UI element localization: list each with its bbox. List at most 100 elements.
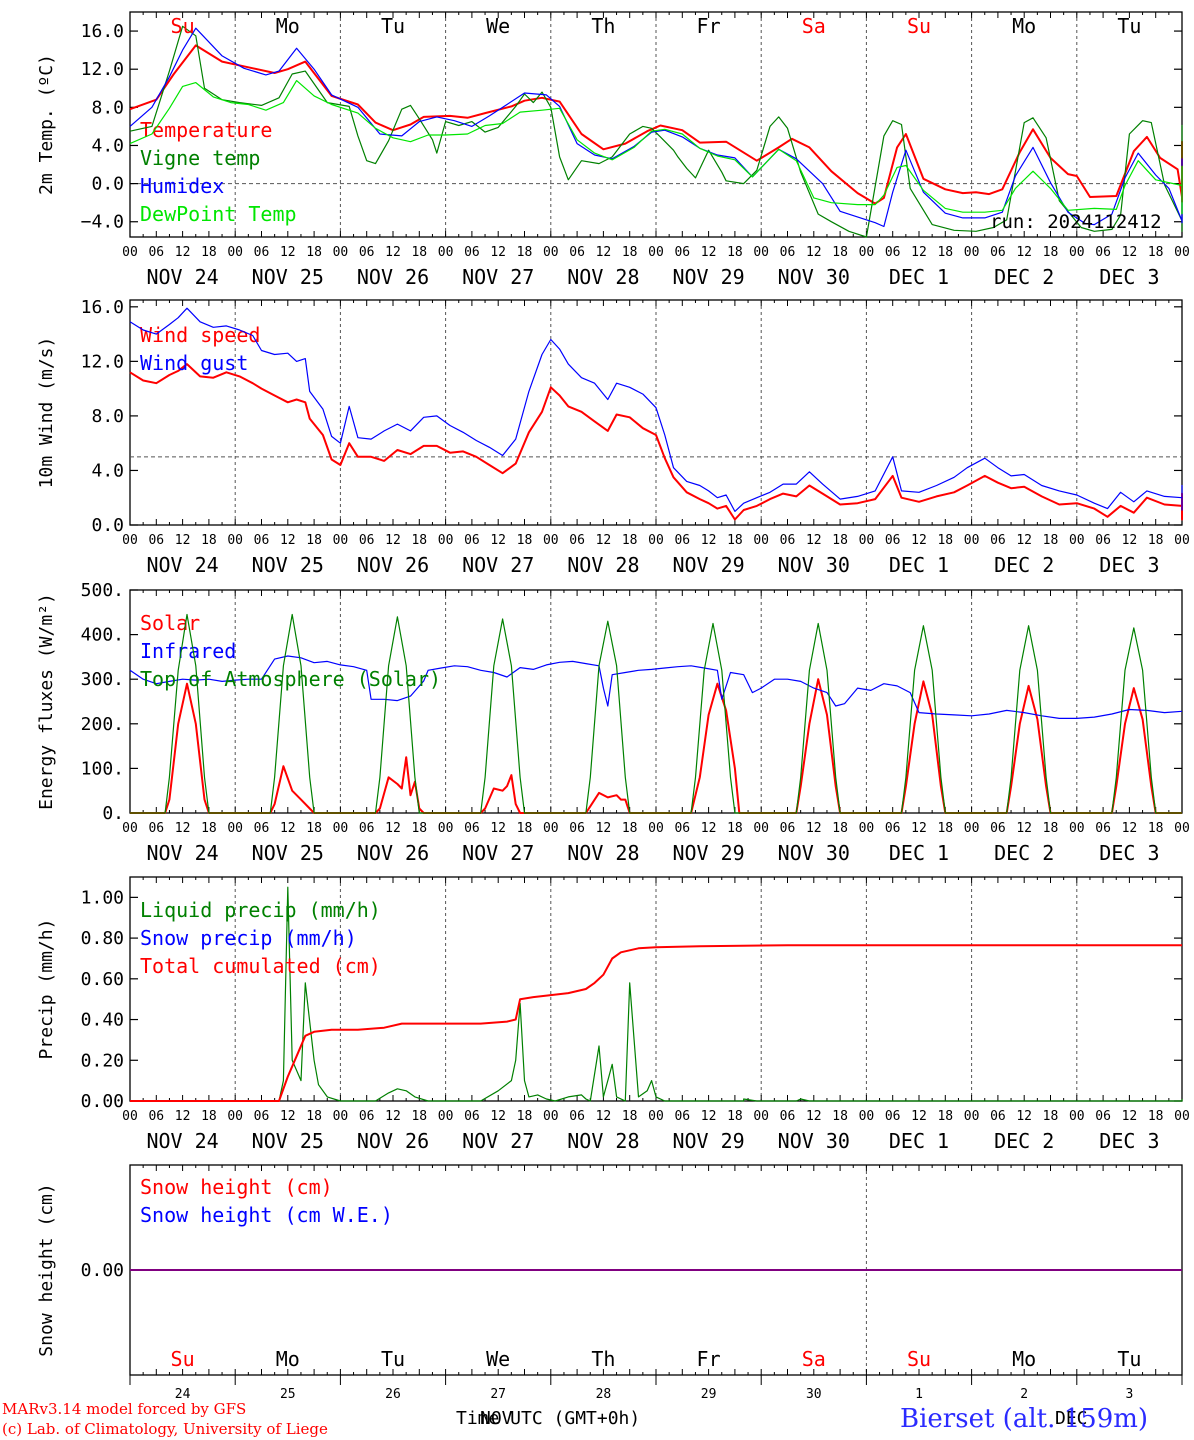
y-tick-label: 4.0 xyxy=(91,460,124,481)
y-tick-label: 16.0 xyxy=(81,21,124,42)
x-date-label: NOV 26 xyxy=(357,1129,429,1153)
x-hour-label: 18 xyxy=(727,245,743,260)
day-number-label: 29 xyxy=(701,1387,717,1402)
panel-2: 16.0 12.0 8.0 4.0 0.0 10m Wind (m/s) 00 06 12 18 N… xyxy=(36,297,1190,577)
series-line xyxy=(130,944,1182,1102)
x-hour-label: 18 xyxy=(201,1109,217,1124)
x-date-label: NOV 25 xyxy=(252,265,324,289)
x-hour-label: 18 xyxy=(1148,533,1164,548)
x-hour-label: 06 xyxy=(885,1109,901,1124)
series-line xyxy=(129,307,1183,512)
x-hour-label: 06 xyxy=(674,821,690,836)
x-hour-label: 00 xyxy=(964,245,980,260)
x-hour-label: 12 xyxy=(1016,245,1032,260)
x-hour-label: 18 xyxy=(1148,245,1164,260)
x-hour-label: 00 xyxy=(648,1109,664,1124)
x-date-label: NOV 30 xyxy=(778,1129,850,1153)
y-tick-label: 0.60 xyxy=(81,969,124,990)
x-hour-label: 18 xyxy=(727,533,743,548)
day-of-week-label-top: Su xyxy=(171,14,195,38)
x-date-label: NOV 24 xyxy=(146,553,218,577)
x-date-label: NOV 28 xyxy=(567,265,639,289)
x-hour-label: 12 xyxy=(911,821,927,836)
day-of-week-label-bottom: Sa xyxy=(802,1347,826,1371)
x-hour-label: 00 xyxy=(964,533,980,548)
legend-entry: Wind speed xyxy=(140,323,260,347)
x-hour-label: 18 xyxy=(622,245,638,260)
x-hour-label: 12 xyxy=(911,1109,927,1124)
x-hour-label: 00 xyxy=(1069,533,1085,548)
x-hour-label: 12 xyxy=(490,533,506,548)
x-hour-label: 00 xyxy=(648,533,664,548)
x-hour-label: 18 xyxy=(306,245,322,260)
x-hour-label: 12 xyxy=(490,1109,506,1124)
x-hour-label: 00 xyxy=(438,821,454,836)
x-hour-label: 12 xyxy=(1016,1109,1032,1124)
x-hour-label: 18 xyxy=(727,821,743,836)
x-hour-label: 18 xyxy=(517,821,533,836)
x-hour-label: 18 xyxy=(832,821,848,836)
legend-entry: Snow height (cm W.E.) xyxy=(140,1203,393,1227)
x-hour-label: 12 xyxy=(385,245,401,260)
x-hour-label: 06 xyxy=(885,533,901,548)
y-tick-label: 0.0 xyxy=(91,174,124,195)
x-hour-label: 18 xyxy=(832,533,848,548)
x-hour-label: 00 xyxy=(753,533,769,548)
x-hour-label: 12 xyxy=(175,245,191,260)
x-date-label: DEC 3 xyxy=(1099,841,1159,865)
footer-model: MARv3.14 model forced by GFS xyxy=(2,1400,246,1418)
x-hour-label: 06 xyxy=(1095,821,1111,836)
x-hour-label: 12 xyxy=(806,245,822,260)
x-hour-label: 06 xyxy=(885,245,901,260)
x-hour-label: 00 xyxy=(227,821,243,836)
y-axis-label: Snow height (cm) xyxy=(36,1183,57,1356)
day-of-week-label-bottom: Mo xyxy=(276,1347,300,1371)
x-hour-label: 06 xyxy=(464,533,480,548)
x-date-label: NOV 25 xyxy=(252,553,324,577)
x-hour-label: 12 xyxy=(280,821,296,836)
x-hour-label: 06 xyxy=(148,1109,164,1124)
x-hour-label: 00 xyxy=(753,821,769,836)
x-hour-label: 12 xyxy=(175,1109,191,1124)
legend-entry: Total cumulated (cm) xyxy=(140,954,381,978)
x-hour-label: 00 xyxy=(859,245,875,260)
x-date-label: NOV 29 xyxy=(672,553,744,577)
x-hour-label: 18 xyxy=(411,821,427,836)
x-date-label: NOV 24 xyxy=(146,265,218,289)
x-hour-label: 00 xyxy=(438,533,454,548)
y-tick-label: 16.0 xyxy=(81,297,124,318)
x-date-label: NOV 29 xyxy=(672,1129,744,1153)
x-hour-label: 00 xyxy=(1174,533,1190,548)
x-hour-label: 12 xyxy=(1122,821,1138,836)
x-date-label: DEC 1 xyxy=(889,841,949,865)
x-hour-label: 18 xyxy=(1043,821,1059,836)
series-line xyxy=(130,613,1182,814)
x-date-label: DEC 2 xyxy=(994,1129,1054,1153)
day-of-week-label-top: Mo xyxy=(276,14,300,38)
panels-group: 16.012.08.04.00.0−4.02m Temp. (ºC)00 06 12… xyxy=(36,11,1190,1402)
x-hour-label: 00 xyxy=(859,1109,875,1124)
x-hour-label: 00 xyxy=(543,245,559,260)
series-line xyxy=(129,25,1183,238)
x-date-label: NOV 30 xyxy=(778,553,850,577)
day-number-label: 24 xyxy=(175,1387,191,1402)
x-hour-label: 12 xyxy=(385,1109,401,1124)
x-hour-label: 12 xyxy=(596,1109,612,1124)
series-line xyxy=(130,886,1183,1102)
legend-entry: Snow height (cm) xyxy=(140,1175,333,1199)
day-of-week-label-bottom: Fr xyxy=(697,1347,721,1371)
x-hour-label: 18 xyxy=(1148,1109,1164,1124)
x-date-label: DEC 2 xyxy=(994,841,1054,865)
y-tick-label: 0. xyxy=(102,803,124,824)
y-tick-label: 8.0 xyxy=(91,97,124,118)
day-number-label: 25 xyxy=(280,1387,296,1402)
x-date-label: DEC 1 xyxy=(889,553,949,577)
series-line xyxy=(129,79,1183,215)
x-hour-label: 18 xyxy=(937,821,953,836)
x-date-label: NOV 26 xyxy=(357,553,429,577)
x-hour-label: 18 xyxy=(517,1109,533,1124)
x-date-label: NOV 27 xyxy=(462,1129,534,1153)
panel-4: 1.00 0.80 0.60 0.40 0.20 0.00 Precip (mm/h) 00 0… xyxy=(36,876,1190,1153)
x-date-label: NOV 26 xyxy=(357,841,429,865)
